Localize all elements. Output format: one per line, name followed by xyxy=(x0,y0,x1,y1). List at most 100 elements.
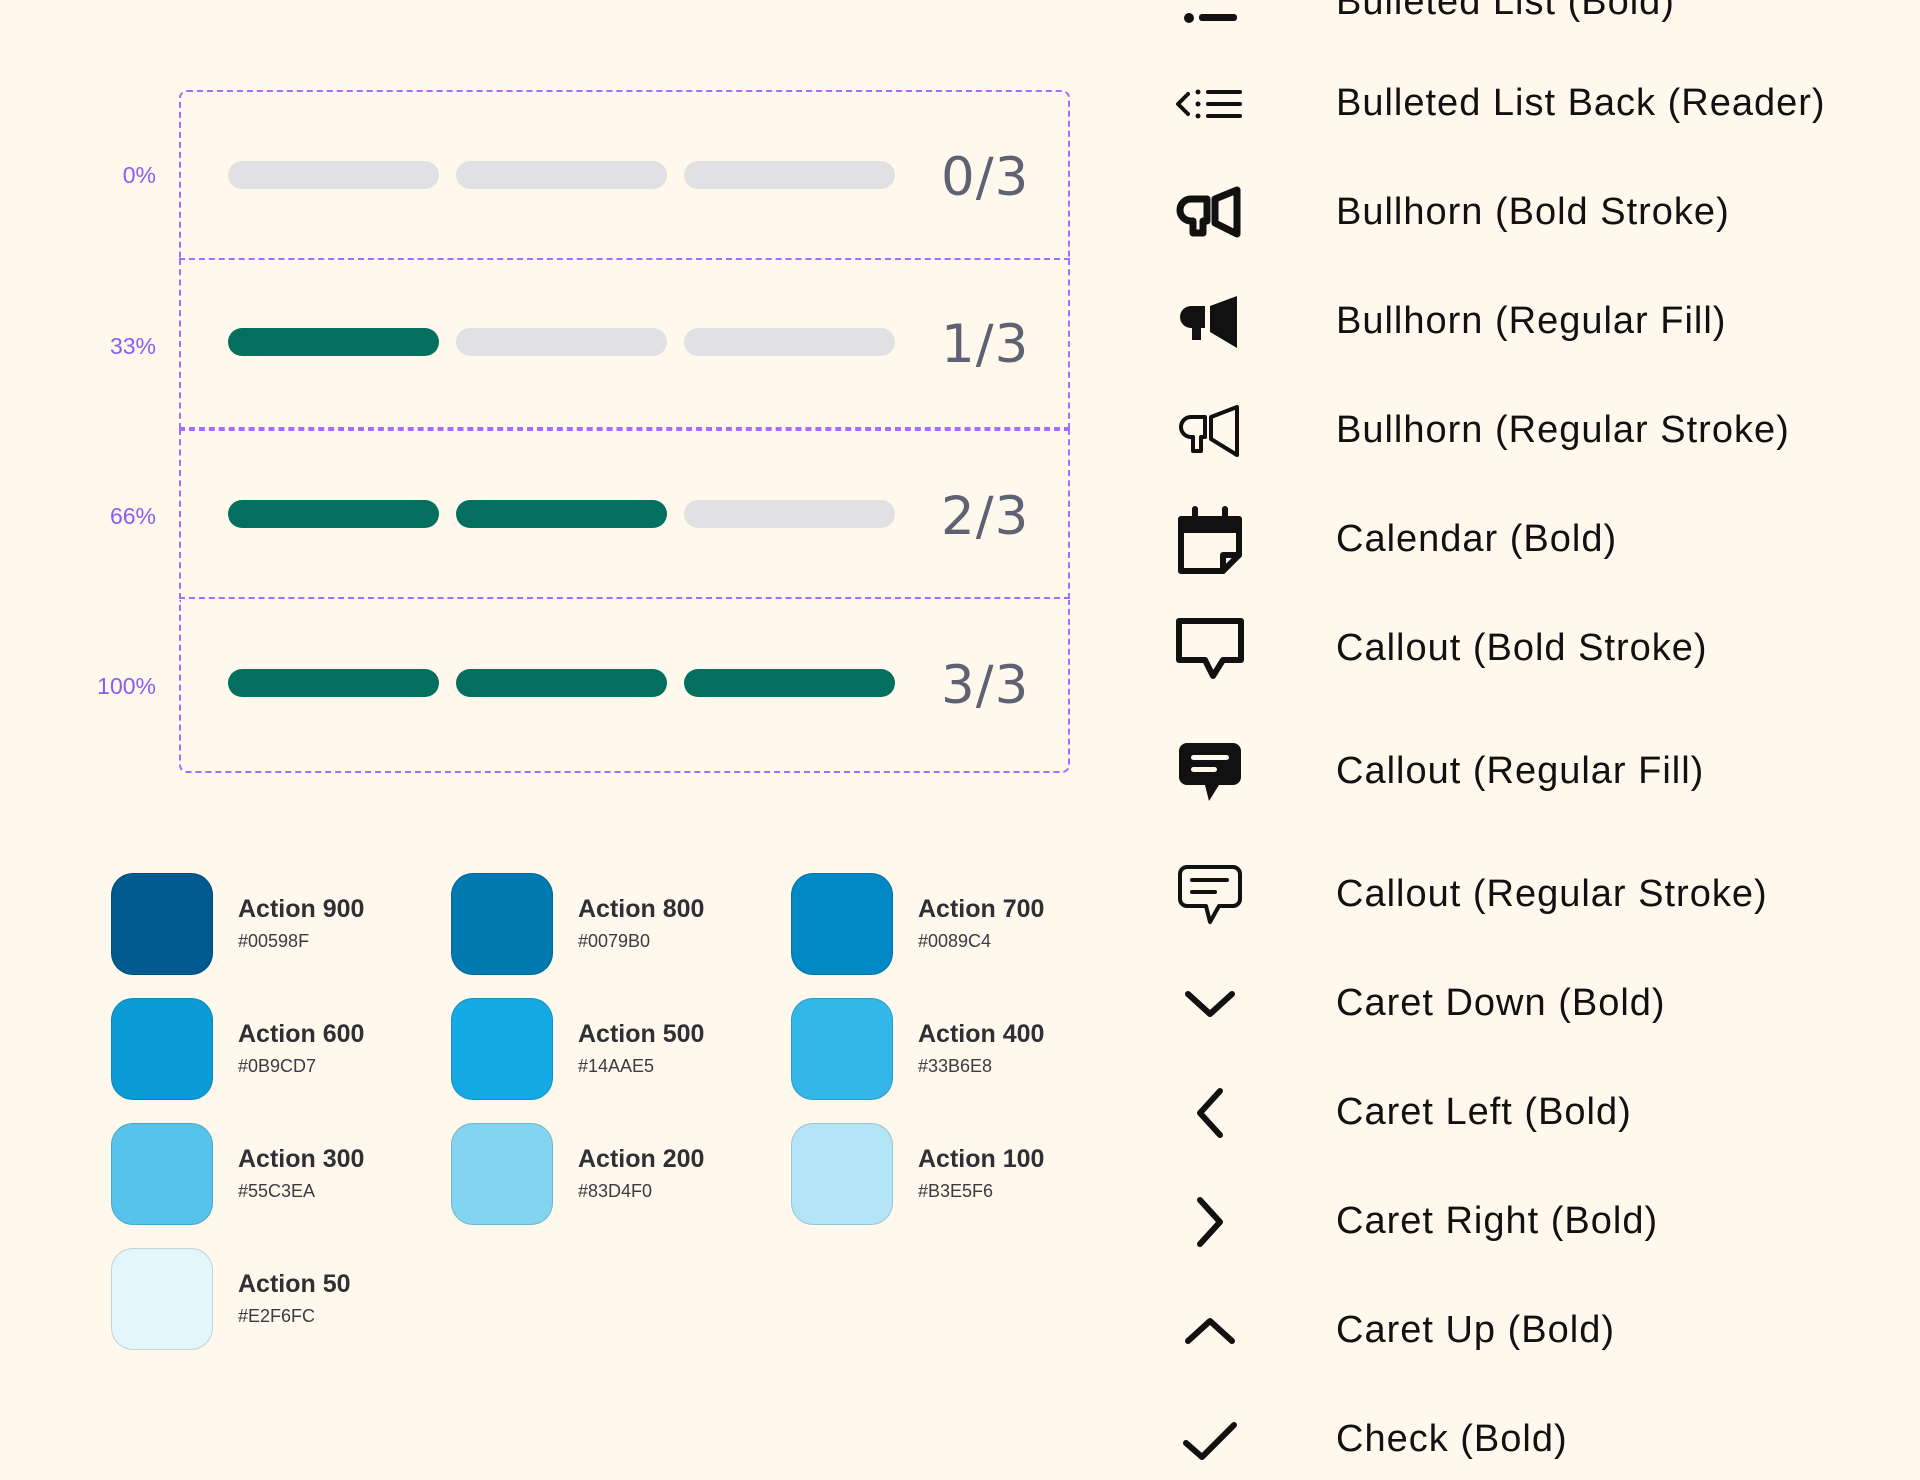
swatch-hex: #33B6E8 xyxy=(918,1056,993,1076)
step-fraction: 2/3 xyxy=(941,486,1030,547)
icon-label: Callout (Regular Stroke) xyxy=(1336,873,1768,915)
swatch-name: Action 100 xyxy=(918,1145,1045,1173)
swatch-action-700: Action 700 #0089C4 xyxy=(791,873,1121,977)
step-fraction: 3/3 xyxy=(941,655,1030,716)
swatch-name: Action 800 xyxy=(578,895,705,923)
swatch-action-600: Action 600 #0B9CD7 xyxy=(111,998,441,1102)
swatch-hex: #14AAE5 xyxy=(578,1056,655,1076)
progress-segment xyxy=(228,669,439,697)
icon-row: Caret Up (Bold) xyxy=(1170,1291,1920,1371)
bulleted-list-bold-icon xyxy=(1170,0,1250,43)
icon-row: Bullhorn (Bold Stroke) xyxy=(1170,173,1920,253)
swatch-name: Action 600 xyxy=(238,1020,365,1048)
check-icon xyxy=(1170,1400,1250,1480)
progress-segment xyxy=(228,328,439,356)
icon-row: Callout (Bold Stroke) xyxy=(1170,609,1920,689)
icon-label: Bulleted List (Bold) xyxy=(1336,0,1675,23)
color-chip xyxy=(791,873,893,975)
progress-row: 1/3 xyxy=(179,259,1070,429)
callout-regular-stroke-icon xyxy=(1170,855,1250,935)
swatch-hex: #83D4F0 xyxy=(578,1181,653,1201)
swatch-name: Action 300 xyxy=(238,1145,365,1173)
progress-segment xyxy=(684,161,895,189)
swatch-action-500: Action 500 #14AAE5 xyxy=(451,998,781,1102)
icon-row: Bullhorn (Regular Fill) xyxy=(1170,282,1920,362)
swatch-hex: #0089C4 xyxy=(918,931,992,951)
swatch-name: Action 900 xyxy=(238,895,365,923)
progress-segment xyxy=(684,328,895,356)
color-chip xyxy=(791,998,893,1100)
icon-label: Bullhorn (Regular Stroke) xyxy=(1336,409,1790,451)
bullhorn-regular-stroke-icon xyxy=(1170,391,1250,471)
step-fraction: 1/3 xyxy=(941,314,1030,375)
progress-segment xyxy=(684,669,895,697)
swatch-name: Action 500 xyxy=(578,1020,705,1048)
icon-row: Callout (Regular Stroke) xyxy=(1170,855,1920,935)
icon-row: Callout (Regular Fill) xyxy=(1170,732,1920,812)
progress-segment xyxy=(228,161,439,189)
progress-segment xyxy=(456,500,667,528)
icon-label: Bullhorn (Regular Fill) xyxy=(1336,300,1727,342)
swatch-hex: #0079B0 xyxy=(578,931,651,951)
progress-segment xyxy=(228,500,439,528)
bullhorn-regular-fill-icon xyxy=(1170,282,1250,362)
icon-row: Calendar (Bold) xyxy=(1170,500,1920,580)
swatch-hex: #0B9CD7 xyxy=(238,1056,317,1076)
icon-label: Callout (Regular Fill) xyxy=(1336,750,1705,792)
swatch-action-400: Action 400 #33B6E8 xyxy=(791,998,1121,1102)
icon-row: Bulleted List (Bold) xyxy=(1170,0,1920,43)
icon-label: Calendar (Bold) xyxy=(1336,518,1618,560)
percent-label: 66% xyxy=(109,503,156,529)
swatch-action-200: Action 200 #83D4F0 xyxy=(451,1123,781,1227)
caret-left-icon xyxy=(1170,1073,1250,1153)
icon-label: Caret Down (Bold) xyxy=(1336,982,1666,1024)
color-chip xyxy=(451,873,553,975)
percent-label: 33% xyxy=(109,333,156,359)
color-chip xyxy=(111,873,213,975)
caret-up-icon xyxy=(1170,1291,1250,1371)
icon-row: Check (Bold) xyxy=(1170,1400,1920,1480)
bulleted-list-back-icon xyxy=(1170,64,1250,144)
icon-row: Bulleted List Back (Reader) xyxy=(1170,64,1920,144)
swatch-action-800: Action 800 #0079B0 xyxy=(451,873,781,977)
step-fraction: 0/3 xyxy=(941,147,1030,208)
swatch-hex: #00598F xyxy=(238,931,310,951)
icon-label: Caret Left (Bold) xyxy=(1336,1091,1632,1133)
progress-row: 2/3 xyxy=(179,429,1070,599)
swatch-name: Action 400 xyxy=(918,1020,1045,1048)
swatch-name: Action 50 xyxy=(238,1270,351,1298)
icon-row: Caret Down (Bold) xyxy=(1170,964,1920,1044)
color-chip xyxy=(111,1123,213,1225)
callout-bold-stroke-icon xyxy=(1170,609,1250,689)
progress-segment xyxy=(456,161,667,189)
progress-segment xyxy=(456,328,667,356)
color-chip xyxy=(111,998,213,1100)
swatch-name: Action 700 xyxy=(918,895,1045,923)
color-chip xyxy=(451,1123,553,1225)
progress-row: 3/3 xyxy=(179,600,1070,773)
swatch-hex: #55C3EA xyxy=(238,1181,316,1201)
caret-right-icon xyxy=(1170,1182,1250,1262)
calendar-bold-icon xyxy=(1170,500,1250,580)
icon-row: Bullhorn (Regular Stroke) xyxy=(1170,391,1920,471)
icon-label: Callout (Bold Stroke) xyxy=(1336,627,1708,669)
percent-label: 100% xyxy=(97,673,156,699)
icon-label: Caret Up (Bold) xyxy=(1336,1309,1615,1351)
callout-regular-fill-icon xyxy=(1170,732,1250,812)
progress-segment xyxy=(684,500,895,528)
swatch-hex: #E2F6FC xyxy=(238,1306,316,1326)
progress-row: 0/3 xyxy=(179,90,1070,260)
icon-label: Caret Right (Bold) xyxy=(1336,1200,1659,1242)
swatch-action-50: Action 50 #E2F6FC xyxy=(111,1248,441,1352)
progress-segment xyxy=(456,669,667,697)
icon-label: Bulleted List Back (Reader) xyxy=(1336,82,1826,124)
color-chip xyxy=(791,1123,893,1225)
caret-down-icon xyxy=(1170,964,1250,1044)
icon-row: Caret Right (Bold) xyxy=(1170,1182,1920,1262)
color-chip xyxy=(451,998,553,1100)
percent-label: 0% xyxy=(122,162,156,188)
swatch-action-300: Action 300 #55C3EA xyxy=(111,1123,441,1227)
bullhorn-bold-stroke-icon xyxy=(1170,173,1250,253)
icon-row: Caret Left (Bold) xyxy=(1170,1073,1920,1153)
swatch-action-900: Action 900 #00598F xyxy=(111,873,441,977)
